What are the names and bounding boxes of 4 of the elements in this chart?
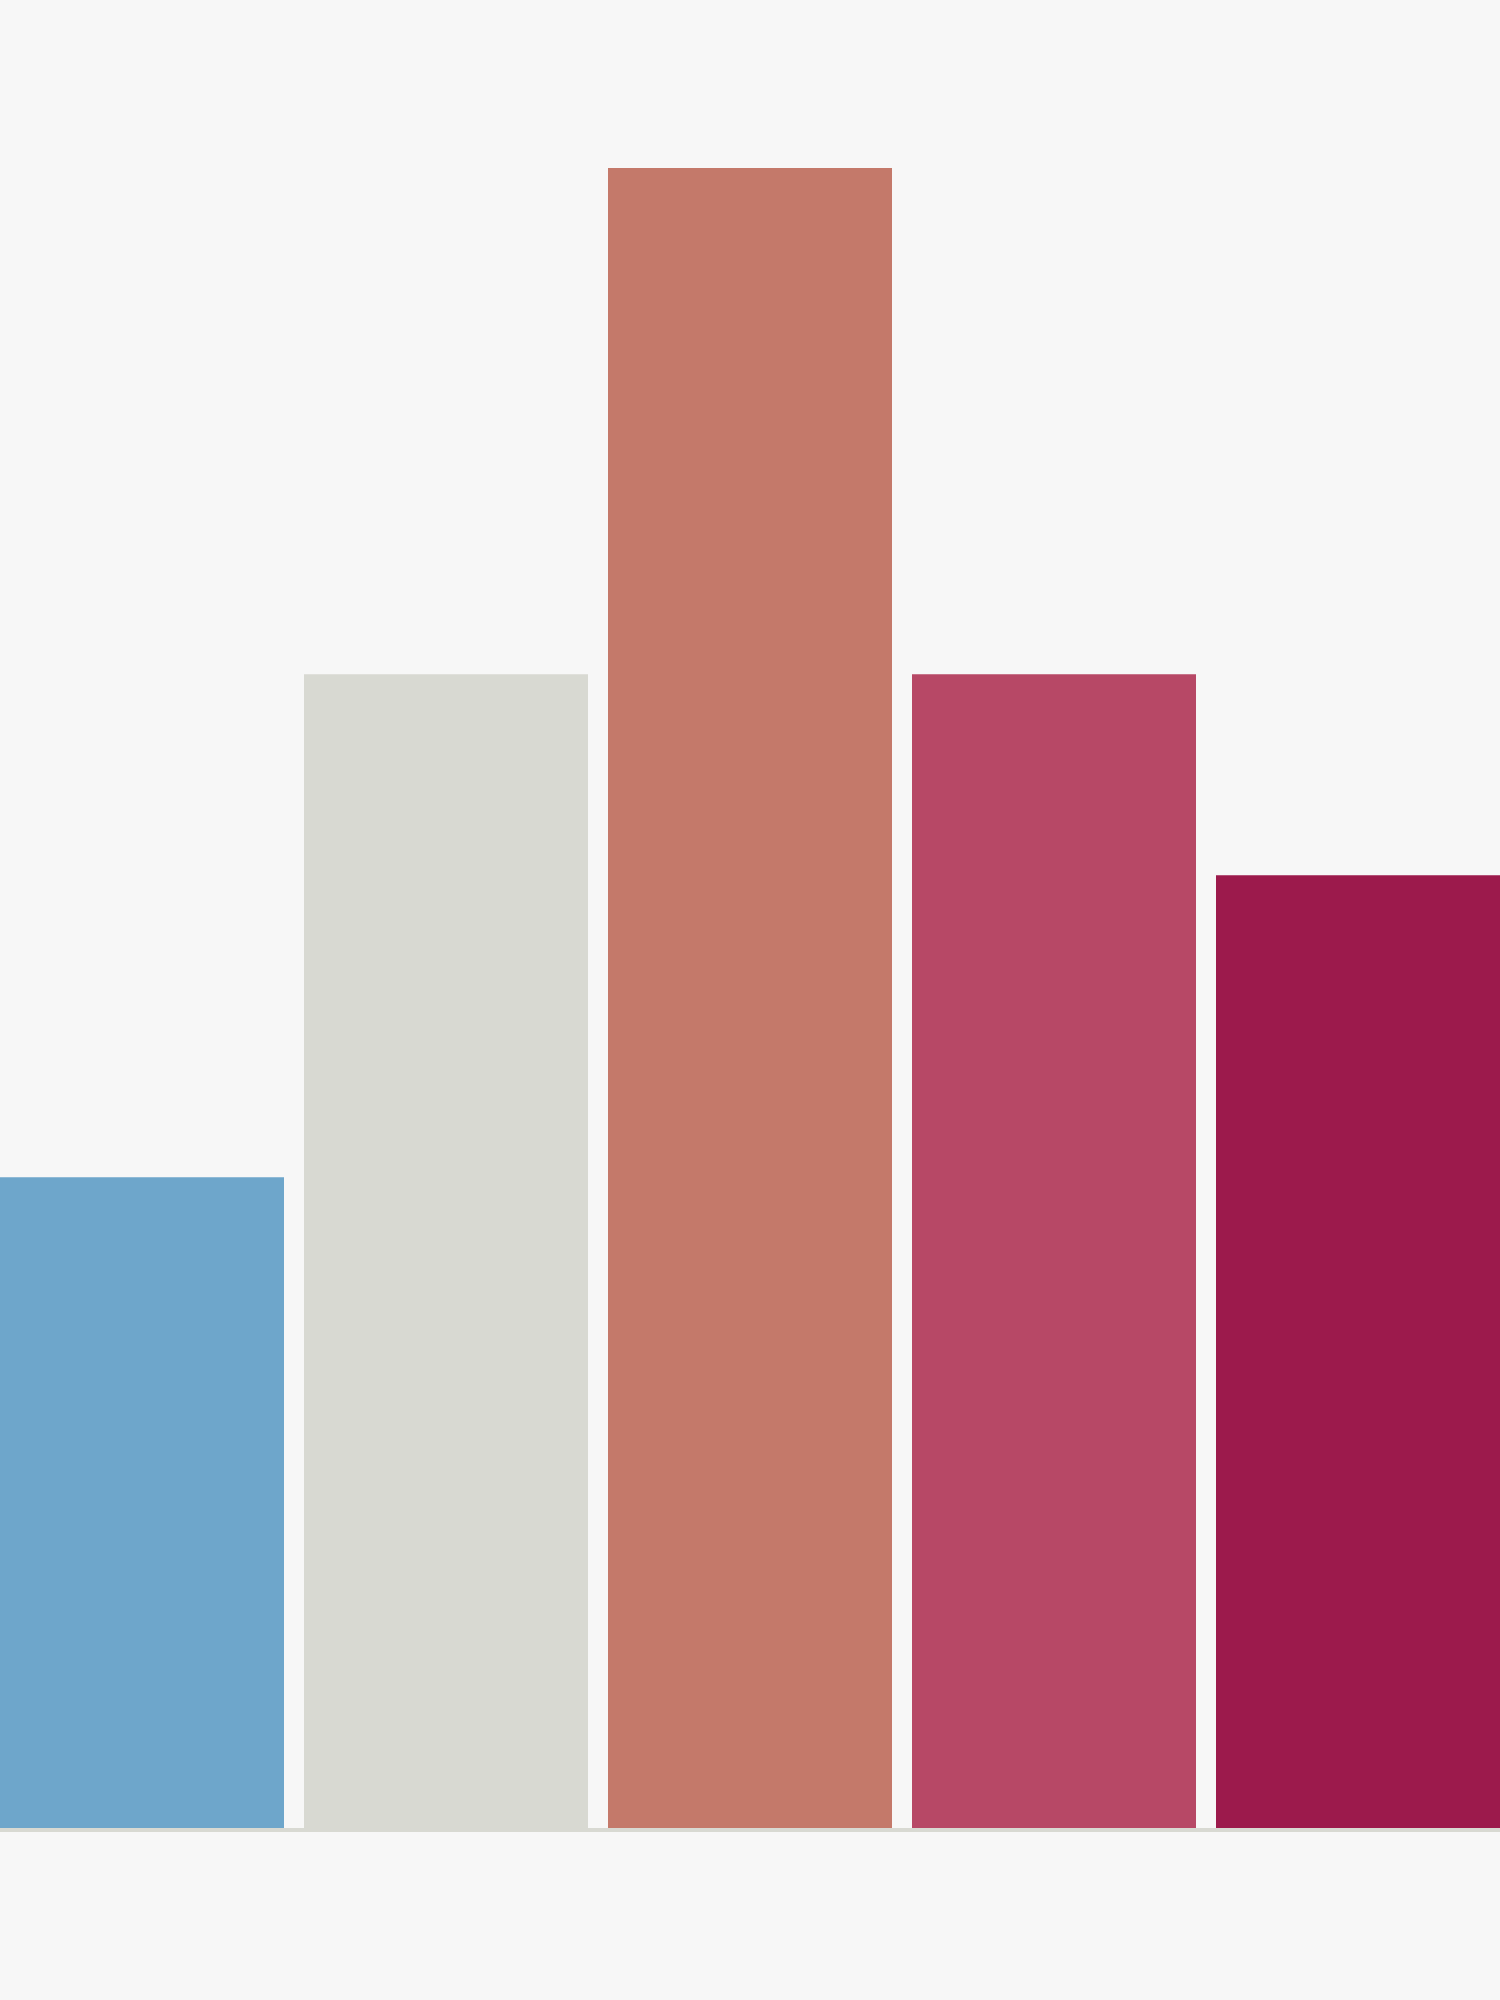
bar [608,168,892,1828]
bar [0,1177,284,1828]
bar [912,674,1196,1828]
bar [1216,875,1500,1828]
